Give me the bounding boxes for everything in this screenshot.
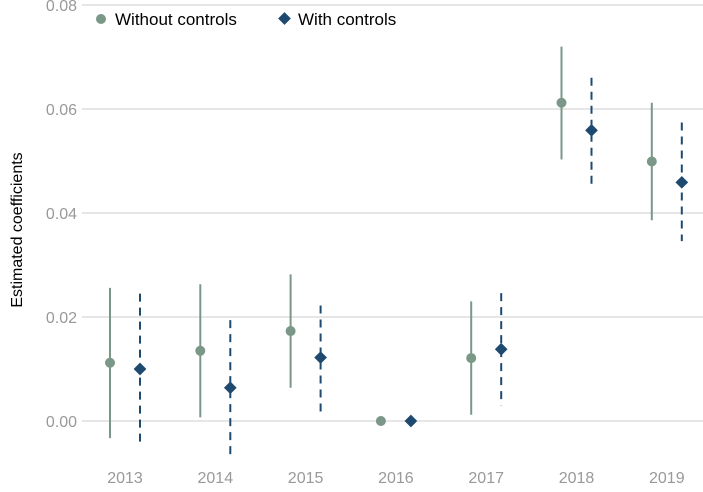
point-with-controls <box>223 381 237 395</box>
y-tick-labels: 0.00 0.02 0.04 0.06 0.08 <box>46 0 77 431</box>
point-with-controls <box>404 414 418 428</box>
x-tick-label: 2014 <box>198 470 234 487</box>
y-tick-label: 0.08 <box>46 0 77 15</box>
x-tick-label: 2018 <box>559 470 595 487</box>
y-tick-label: 0.00 <box>46 414 77 431</box>
point-without-controls <box>195 345 206 356</box>
point-without-controls <box>466 353 477 364</box>
plot-marks <box>105 46 689 456</box>
point-without-controls <box>556 97 567 108</box>
point-with-controls <box>585 123 598 137</box>
point-without-controls <box>285 326 296 337</box>
y-axis-label: Estimated coefficients <box>9 152 26 307</box>
legend-label-with-controls: With controls <box>298 10 396 29</box>
legend-marker-with-controls <box>278 12 291 25</box>
x-tick-label: 2019 <box>649 470 685 487</box>
legend: Without controls With controls <box>96 10 396 29</box>
point-with-controls <box>494 342 508 356</box>
y-tick-label: 0.02 <box>46 310 77 327</box>
y-tick-label: 0.06 <box>46 102 77 119</box>
point-with-controls <box>675 175 689 189</box>
x-tick-label: 2016 <box>378 470 414 487</box>
point-with-controls <box>133 362 147 376</box>
x-tick-label: 2015 <box>288 470 324 487</box>
point-with-controls <box>314 351 327 364</box>
x-tick-label: 2017 <box>468 470 504 487</box>
grid-lines <box>82 4 703 422</box>
x-tick-label: 2013 <box>107 470 143 487</box>
y-tick-label: 0.04 <box>46 206 77 223</box>
legend-label-without-controls: Without controls <box>115 10 237 29</box>
point-without-controls <box>105 357 115 368</box>
legend-marker-without-controls <box>96 14 106 24</box>
point-without-controls <box>646 156 657 167</box>
x-tick-labels: 2013 2014 2015 2016 2017 2018 2019 <box>107 470 684 487</box>
point-without-controls <box>375 416 386 426</box>
